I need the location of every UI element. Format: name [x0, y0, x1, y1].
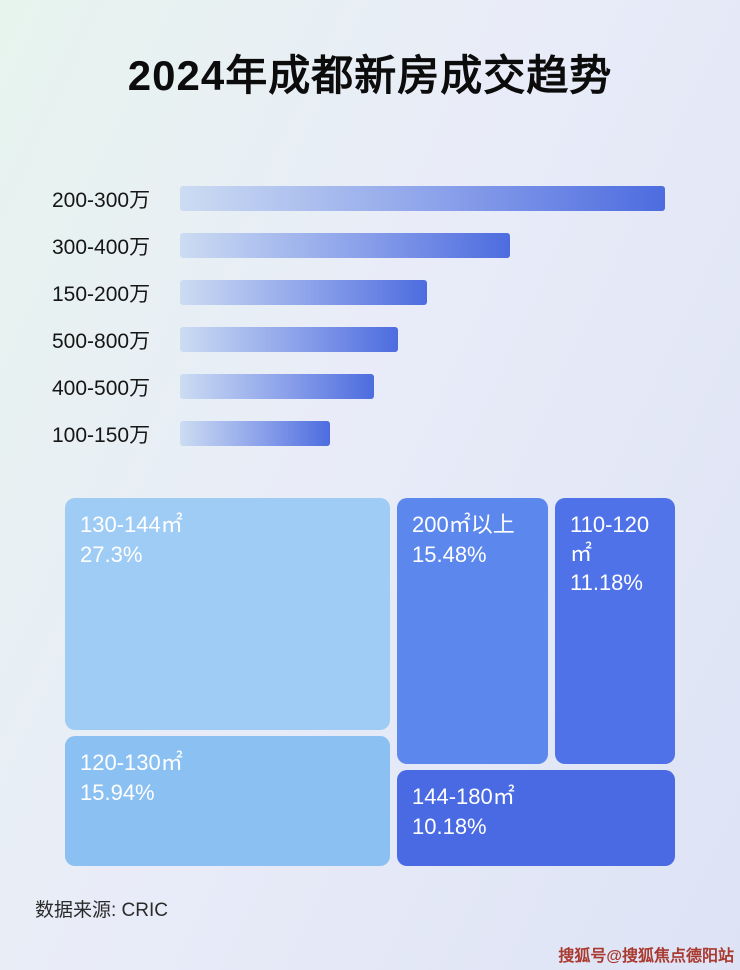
bar-row: 500-800万: [52, 316, 740, 363]
bar-category-label: 100-150万: [52, 423, 151, 447]
treemap-value: 15.48%: [412, 541, 487, 567]
treemap-block: 130-144㎡ 27.3%: [65, 498, 390, 730]
bar-category-label: 300-400万: [52, 235, 151, 259]
bar-track: [180, 280, 665, 305]
bar-row: 150-200万: [52, 269, 740, 316]
bar-row: 100-150万: [52, 410, 740, 457]
area-treemap: 130-144㎡ 27.3% 200㎡以上 15.48% 110-120㎡ 11…: [65, 498, 675, 868]
bar-track: [180, 421, 665, 446]
treemap-value: 10.18%: [412, 813, 487, 839]
bar-track: [180, 374, 665, 399]
bar: [180, 233, 510, 258]
treemap-value: 27.3%: [80, 541, 143, 567]
treemap-block: 200㎡以上 15.48%: [397, 498, 548, 764]
treemap-label: 144-180㎡: [412, 784, 515, 809]
treemap-label: 120-130㎡: [80, 750, 183, 775]
bar: [180, 374, 374, 399]
bar-row: 200-300万: [52, 175, 740, 222]
bar: [180, 186, 665, 211]
bar-row: 400-500万: [52, 363, 740, 410]
watermark: 搜狐号@搜狐焦点德阳站: [558, 948, 734, 965]
treemap-block: 110-120㎡ 11.18%: [555, 498, 675, 764]
bar-track: [180, 327, 665, 352]
bar-row: 300-400万: [52, 222, 740, 269]
treemap-block: 144-180㎡ 10.18%: [397, 770, 675, 866]
treemap-label: 130-144㎡: [80, 512, 183, 537]
bar-category-label: 400-500万: [52, 376, 151, 400]
treemap-label: 110-120㎡: [570, 512, 650, 566]
bar-track: [180, 186, 665, 211]
page-title: 2024年成都新房成交趋势: [127, 52, 613, 99]
bar-category-label: 150-200万: [52, 282, 151, 306]
bar-category-label: 200-300万: [52, 188, 151, 212]
treemap-value: 15.94%: [80, 779, 155, 805]
data-source-note: 数据来源: CRIC: [35, 900, 169, 921]
price-bar-chart: 200-300万 300-400万 150-200万 500-800万 400-500万…: [0, 175, 740, 457]
bar: [180, 280, 428, 305]
treemap-block: 120-130㎡ 15.94%: [65, 736, 390, 866]
treemap-label: 200㎡以上: [412, 512, 515, 537]
treemap-value: 11.18%: [570, 570, 643, 596]
bar-track: [180, 233, 665, 258]
bar: [180, 327, 399, 352]
bar: [180, 421, 331, 446]
bar-category-label: 500-800万: [52, 329, 151, 353]
